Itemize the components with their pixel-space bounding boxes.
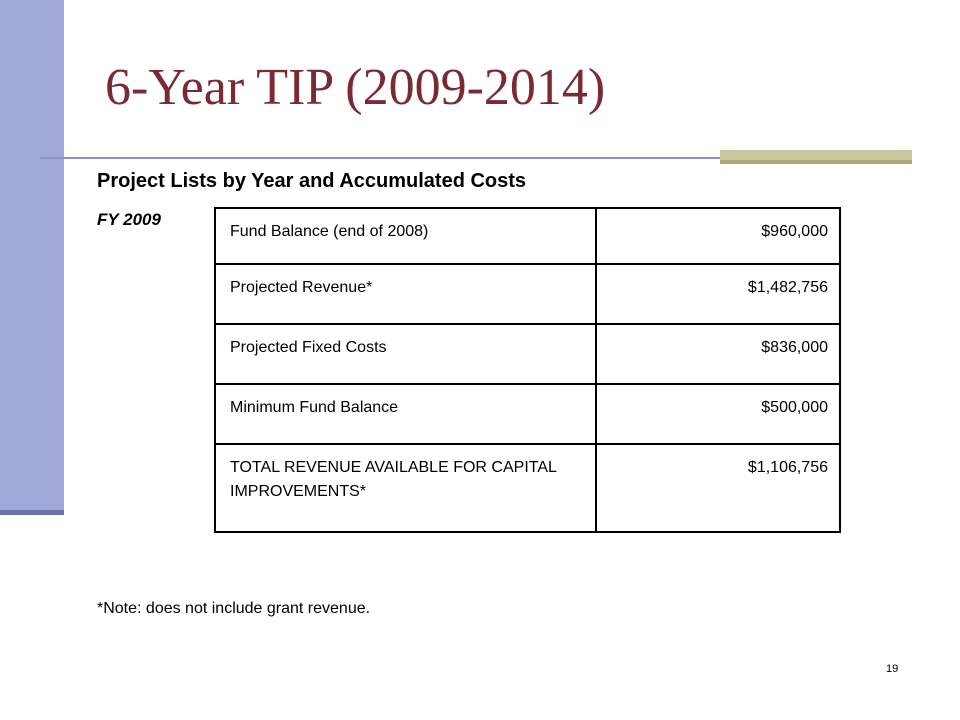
table-row: Projected Fixed Costs $836,000 <box>214 323 841 385</box>
title-divider <box>40 157 912 159</box>
row-value: $836,000 <box>595 323 841 385</box>
left-bar-shadow <box>0 510 64 515</box>
row-label: TOTAL REVENUE AVAILABLE FOR CAPITAL IMPR… <box>214 443 597 533</box>
row-value: $960,000 <box>595 207 841 265</box>
row-label: Projected Fixed Costs <box>214 323 597 385</box>
fund-table: Fund Balance (end of 2008) $960,000 Proj… <box>214 207 841 533</box>
footnote: *Note: does not include grant revenue. <box>97 600 371 617</box>
accent-bar <box>720 150 912 164</box>
row-label: Minimum Fund Balance <box>214 383 597 445</box>
row-label: Projected Revenue* <box>214 263 597 325</box>
row-value: $1,482,756 <box>595 263 841 325</box>
table-row: Minimum Fund Balance $500,000 <box>214 383 841 445</box>
page-number: 19 <box>886 663 899 675</box>
left-decorative-bar <box>0 0 64 514</box>
table-row: Projected Revenue* $1,482,756 <box>214 263 841 325</box>
fiscal-year-label: FY 2009 <box>97 210 161 229</box>
table-row: Fund Balance (end of 2008) $960,000 <box>214 207 841 265</box>
table-row-total: TOTAL REVENUE AVAILABLE FOR CAPITAL IMPR… <box>214 443 841 533</box>
row-label: Fund Balance (end of 2008) <box>214 207 597 265</box>
row-value: $1,106,756 <box>595 443 841 533</box>
slide-subtitle: Project Lists by Year and Accumulated Co… <box>97 170 527 192</box>
row-value: $500,000 <box>595 383 841 445</box>
slide-title: 6-Year TIP (2009-2014) <box>105 59 606 116</box>
